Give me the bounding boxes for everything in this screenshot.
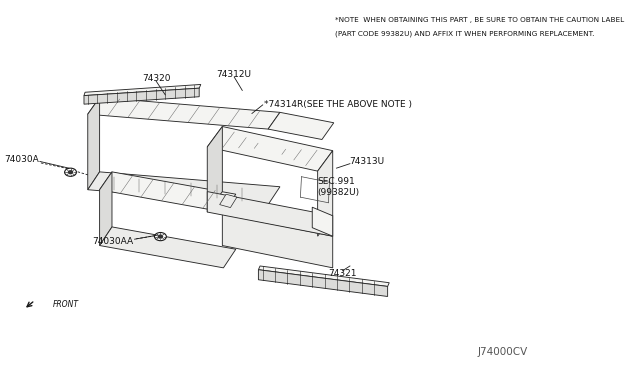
Text: FRONT: FRONT [52, 300, 79, 309]
Text: 74030A: 74030A [4, 155, 39, 164]
Text: 74312U: 74312U [217, 70, 252, 79]
Circle shape [65, 168, 76, 176]
Circle shape [158, 235, 163, 238]
Polygon shape [84, 88, 199, 104]
Text: 74321: 74321 [328, 269, 356, 278]
Polygon shape [312, 207, 333, 236]
Text: 74313U: 74313U [349, 157, 384, 166]
Text: 74320: 74320 [142, 74, 170, 83]
Text: *NOTE  WHEN OBTAINING THIS PART , BE SURE TO OBTAIN THE CAUTION LABEL: *NOTE WHEN OBTAINING THIS PART , BE SURE… [335, 17, 624, 23]
Polygon shape [88, 172, 280, 205]
Polygon shape [268, 112, 334, 140]
Polygon shape [100, 227, 236, 268]
Circle shape [154, 232, 166, 241]
Polygon shape [259, 266, 389, 286]
Polygon shape [317, 151, 333, 236]
Polygon shape [88, 97, 280, 129]
Polygon shape [220, 194, 237, 208]
Text: *74314R(SEE THE ABOVE NOTE ): *74314R(SEE THE ABOVE NOTE ) [264, 100, 412, 109]
Text: J74000CV: J74000CV [477, 347, 527, 357]
Text: 74030AA: 74030AA [92, 237, 134, 246]
Polygon shape [259, 270, 388, 296]
Polygon shape [100, 172, 112, 246]
Polygon shape [100, 172, 236, 212]
Polygon shape [207, 126, 333, 171]
Polygon shape [207, 126, 222, 212]
Text: (99382U): (99382U) [317, 188, 360, 197]
Polygon shape [207, 192, 333, 236]
Text: (PART CODE 99382U) AND AFFIX IT WHEN PERFORMING REPLACEMENT.: (PART CODE 99382U) AND AFFIX IT WHEN PER… [335, 31, 594, 37]
Polygon shape [88, 97, 100, 190]
Text: SEC.991: SEC.991 [317, 177, 355, 186]
Circle shape [68, 171, 72, 174]
Polygon shape [222, 214, 333, 268]
Polygon shape [84, 84, 201, 96]
